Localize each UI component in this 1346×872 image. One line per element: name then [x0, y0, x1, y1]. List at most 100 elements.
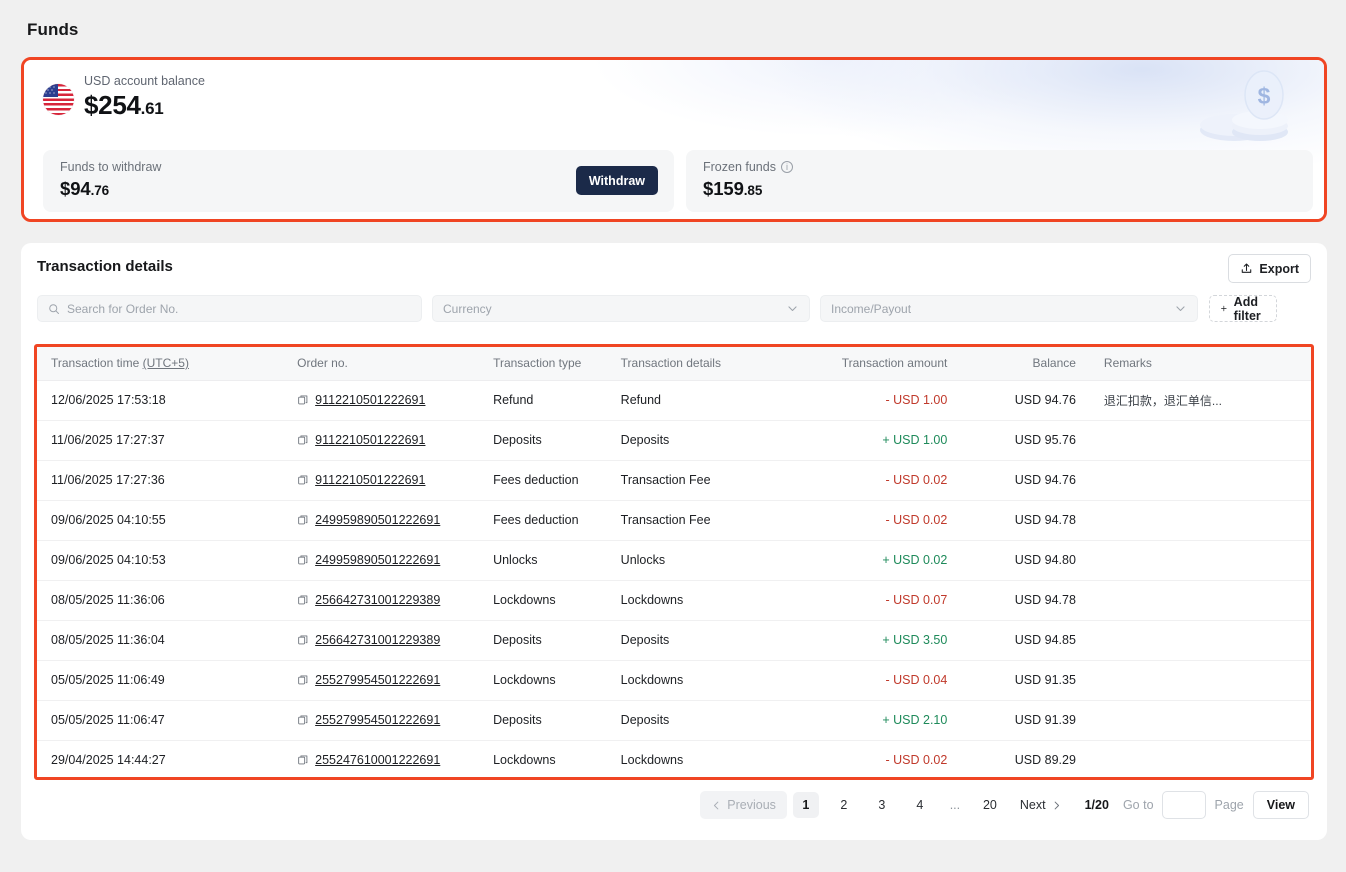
cell-transaction-amount: + USD 0.02 — [755, 540, 962, 581]
next-label: Next — [1019, 798, 1046, 812]
cell-transaction-details: Deposits — [606, 420, 756, 461]
copy-icon[interactable] — [297, 594, 309, 606]
order-no-link[interactable]: 249959890501222691 — [315, 553, 441, 567]
order-no-link[interactable]: 249959890501222691 — [315, 513, 441, 527]
table-row: 11/06/2025 17:27:37 9112210501222691 Depos… — [37, 420, 1311, 461]
cell-transaction-details: Transaction Fee — [606, 460, 756, 501]
copy-icon[interactable] — [297, 394, 309, 406]
account-balance-cents: .61 — [140, 99, 164, 118]
cell-balance: USD 91.35 — [961, 660, 1090, 701]
cell-transaction-amount: + USD 2.10 — [755, 700, 962, 741]
goto-page-input[interactable] — [1161, 791, 1206, 819]
order-no-link[interactable]: 9112210501222691 — [315, 433, 426, 447]
cell-transaction-details: Lockdowns — [606, 580, 756, 621]
cell-transaction-time: 11/06/2025 17:27:37 — [37, 420, 284, 461]
funds-to-withdraw-main: $94 — [60, 178, 91, 199]
cell-order-no: 249959890501222691 — [283, 540, 480, 581]
order-no-link[interactable]: 255279954501222691 — [315, 673, 441, 687]
previous-page-button[interactable]: Previous — [700, 791, 787, 819]
table-body: 12/06/2025 17:53:18 9112210501222691 Refun… — [37, 380, 1311, 777]
previous-label: Previous — [727, 798, 776, 812]
page-button-1[interactable]: 1 — [792, 792, 819, 818]
order-no-link[interactable]: 255247610001222691 — [315, 753, 441, 768]
income-payout-placeholder: Income/Payout — [831, 301, 912, 316]
copy-icon[interactable] — [297, 674, 309, 686]
frozen-funds-label-row: Frozen funds i — [703, 160, 793, 174]
frozen-funds-label: Frozen funds — [703, 160, 776, 174]
copy-icon[interactable] — [297, 474, 309, 486]
order-no-link[interactable]: 9112210501222691 — [315, 393, 426, 407]
copy-icon[interactable] — [297, 554, 309, 566]
view-button[interactable]: View — [1252, 791, 1309, 819]
page-button-last[interactable]: 20 — [982, 798, 997, 812]
balance-card: $ USD account balance $254.61 Funds to w… — [21, 57, 1327, 222]
cell-remarks — [1089, 580, 1311, 621]
cell-balance: USD 94.76 — [961, 380, 1090, 421]
copy-icon[interactable] — [297, 714, 309, 726]
us-flag-icon — [43, 83, 74, 115]
cell-balance: USD 95.76 — [961, 420, 1090, 461]
cell-order-no: 9112210501222691 — [283, 420, 480, 461]
order-no-link[interactable]: 256642731001229389 — [315, 593, 441, 607]
cell-transaction-type: Unlocks — [479, 540, 607, 581]
cell-transaction-details: Refund — [606, 380, 756, 421]
page-label: Page — [1214, 798, 1244, 812]
cell-transaction-type: Fees deduction — [479, 500, 607, 541]
income-payout-select[interactable]: Income/Payout — [820, 295, 1198, 322]
cell-transaction-amount: - USD 0.04 — [755, 660, 962, 701]
cell-balance: USD 94.78 — [961, 500, 1090, 541]
cell-transaction-amount: - USD 0.02 — [755, 460, 962, 501]
cell-order-no: 249959890501222691 — [283, 500, 480, 541]
cell-transaction-time: 05/05/2025 11:06:49 — [37, 660, 284, 701]
chevron-left-icon — [714, 801, 719, 809]
info-icon[interactable]: i — [780, 161, 793, 173]
order-no-link[interactable]: 9112210501222691 — [315, 473, 426, 487]
transaction-details-card: Transaction details Export Search for Or… — [21, 243, 1327, 840]
cell-balance: USD 94.76 — [961, 460, 1090, 501]
cell-transaction-time: 11/06/2025 17:27:36 — [37, 460, 284, 501]
frozen-funds-amount: $159.85 — [703, 178, 762, 200]
next-page-button[interactable]: Next — [1009, 791, 1073, 819]
cell-order-no: 255247610001222691 — [283, 740, 479, 777]
order-no-link[interactable]: 256642731001229389 — [315, 633, 441, 647]
transaction-details-title: Transaction details — [37, 258, 173, 275]
cell-order-no: 256642731001229389 — [283, 620, 480, 661]
table-row: 08/05/2025 11:36:04 256642731001229389 Dep… — [37, 620, 1311, 661]
page-button-4[interactable]: 4 — [916, 798, 924, 812]
timezone-label[interactable]: (UTC+5) — [142, 356, 189, 371]
pagination: Previous 1 2 3 4 ... 20 Next 1/20 Go to … — [700, 791, 1309, 819]
cell-transaction-amount: + USD 1.00 — [755, 420, 962, 461]
transactions-table: Transaction time (UTC+5) Order no. Trans… — [37, 347, 1311, 777]
funds-to-withdraw-cents: .76 — [90, 183, 110, 198]
cell-transaction-amount: - USD 1.00 — [755, 380, 962, 421]
account-balance-label: USD account balance — [84, 74, 205, 88]
order-no-link[interactable]: 255279954501222691 — [315, 713, 441, 727]
table-row: 05/05/2025 11:06:49 255279954501222691 Loc… — [37, 660, 1311, 701]
column-transaction-time-label: Transaction time — [51, 356, 140, 371]
cell-remarks — [1090, 740, 1311, 777]
column-transaction-time: Transaction time (UTC+5) — [37, 347, 284, 381]
withdraw-button[interactable]: Withdraw — [575, 166, 658, 195]
cell-order-no: 9112210501222691 — [283, 460, 480, 501]
column-remarks: Remarks — [1089, 347, 1311, 381]
copy-icon[interactable] — [297, 634, 309, 646]
page-button-3[interactable]: 3 — [878, 798, 886, 812]
table-header: Transaction time (UTC+5) Order no. Trans… — [37, 347, 1311, 381]
copy-icon[interactable] — [297, 514, 309, 526]
copy-icon[interactable] — [297, 754, 309, 766]
funds-to-withdraw-amount: $94.76 — [60, 178, 109, 200]
cell-balance: USD 91.39 — [961, 700, 1090, 741]
funds-to-withdraw-label: Funds to withdraw — [60, 160, 162, 174]
export-button[interactable]: Export — [1228, 254, 1311, 283]
add-filter-button[interactable]: Add filter — [1209, 295, 1278, 323]
copy-icon[interactable] — [297, 434, 309, 446]
currency-select[interactable]: Currency — [432, 295, 810, 322]
cell-remarks — [1089, 500, 1311, 541]
chevron-down-icon — [788, 306, 797, 311]
account-balance-amount: $254.61 — [84, 90, 205, 124]
page-button-2[interactable]: 2 — [840, 798, 848, 812]
search-input[interactable]: Search for Order No. — [37, 295, 422, 322]
chevron-right-icon — [1054, 801, 1059, 809]
cell-balance: USD 94.80 — [961, 540, 1090, 581]
